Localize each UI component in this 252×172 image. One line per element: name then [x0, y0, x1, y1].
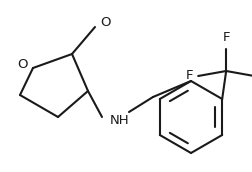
- Text: O: O: [17, 58, 28, 72]
- Text: O: O: [100, 17, 110, 30]
- Text: F: F: [223, 31, 230, 44]
- Text: NH: NH: [110, 114, 130, 126]
- Text: F: F: [186, 69, 193, 83]
